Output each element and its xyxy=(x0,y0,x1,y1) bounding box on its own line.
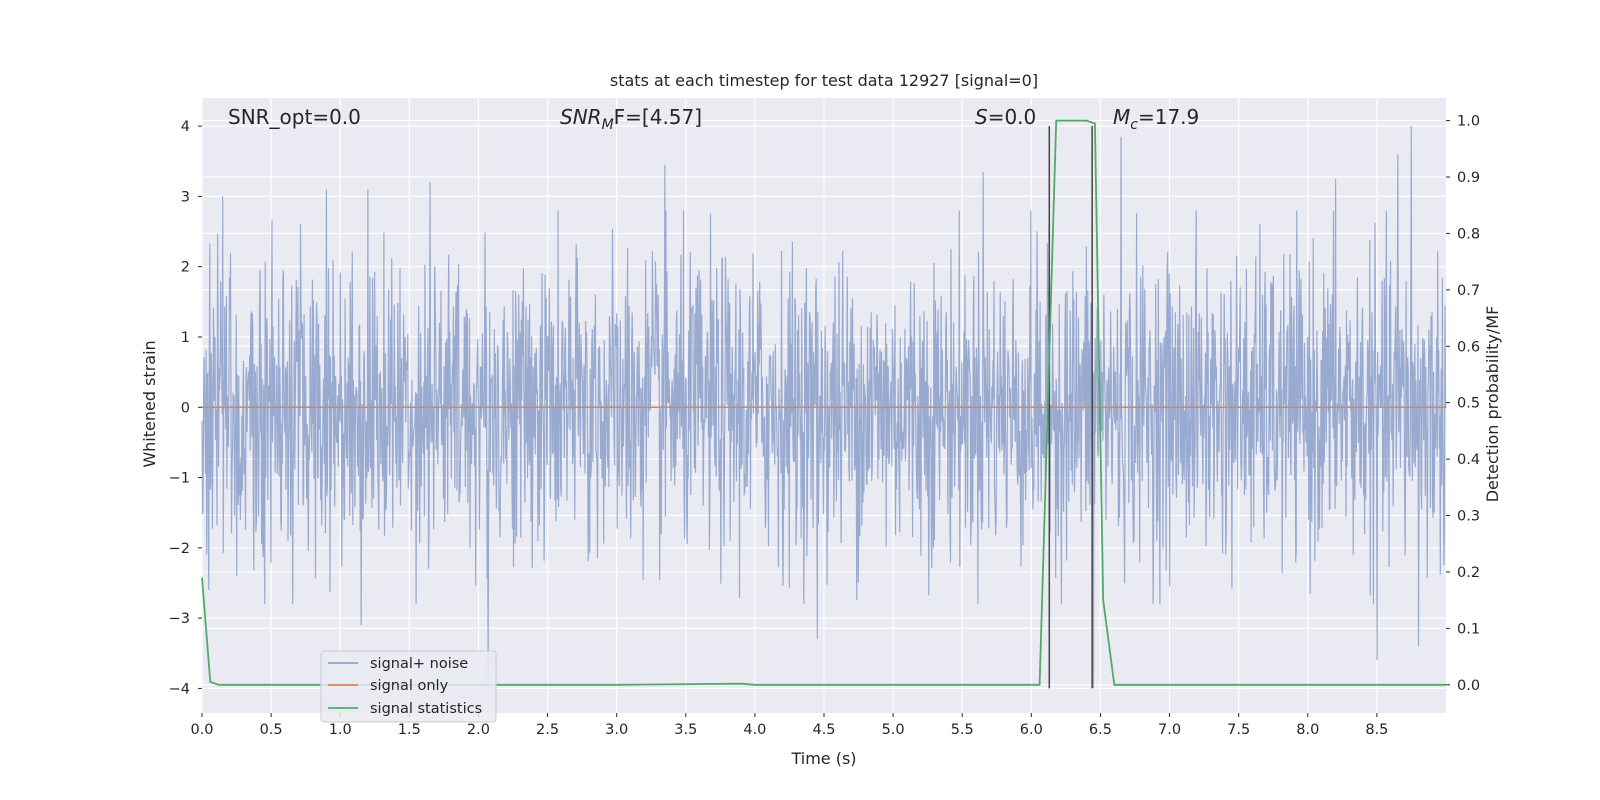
x-tick-label: 1.5 xyxy=(398,722,421,738)
signal-noise-trace xyxy=(201,126,1447,689)
y-tick-label-right: 0.8 xyxy=(1457,226,1480,242)
y-tick-label-right: 0.3 xyxy=(1457,509,1480,525)
legend-box xyxy=(320,650,497,723)
y-tick-label-left: −1 xyxy=(169,471,190,487)
mc-sub: c xyxy=(1130,117,1138,133)
x-tick-label: 7.0 xyxy=(1158,722,1181,738)
snr-mf-tail: F=[4.57] xyxy=(614,105,702,129)
y-tick-label-left: 3 xyxy=(181,189,190,205)
x-axis-label: Time (s) xyxy=(790,749,856,768)
y-tick-label-right: 0.4 xyxy=(1457,452,1480,468)
s-annotation: S=0.0 xyxy=(975,105,1036,129)
mc-annotation: Mc=17.9 xyxy=(1113,105,1199,133)
x-tick-label: 4.5 xyxy=(812,722,835,738)
y-tick-label-left: 1 xyxy=(181,330,190,346)
y-tick-label-right: 1.0 xyxy=(1457,114,1480,130)
x-tick-label: 0.0 xyxy=(190,722,213,738)
right-y-axis-label: Detection probability/MF xyxy=(1483,306,1502,503)
x-tick-label: 1.0 xyxy=(329,722,352,738)
x-tick-label: 5.5 xyxy=(951,722,974,738)
snr-opt-annotation: SNR_opt=0.0 xyxy=(228,105,361,129)
x-tick-label: 8.0 xyxy=(1296,722,1319,738)
mc-value: =17.9 xyxy=(1138,105,1199,129)
y-tick-label-right: 0.0 xyxy=(1457,678,1480,694)
x-tick-label: 7.5 xyxy=(1227,722,1250,738)
vertical-markers xyxy=(1048,126,1093,689)
legend-label-signal-statistics: signal statistics xyxy=(370,701,482,717)
chart-title: stats at each timestep for test data 129… xyxy=(610,71,1038,90)
y-tick-label-right: 0.9 xyxy=(1457,170,1480,186)
s-symbol: S xyxy=(975,105,988,129)
right-y-axis-ticks: 0.0 0.1 0.2 0.3 0.4 0.5 0.6 0.7 0.8 0.9 1.0 xyxy=(1446,114,1480,694)
y-tick-label-left: 2 xyxy=(181,260,190,276)
legend-label-signal-only: signal only xyxy=(370,678,449,694)
x-axis-ticks: 0.0 0.5 1.0 1.5 2.0 2.5 3.0 3.5 4.0 4.5 5.0 5.5 6.0 6… xyxy=(190,713,1388,738)
legend-label-signal-noise: signal+ noise xyxy=(370,656,468,672)
x-tick-label: 0.5 xyxy=(260,722,283,738)
x-tick-label: 8.5 xyxy=(1365,722,1388,738)
x-tick-label: 5.0 xyxy=(882,722,905,738)
x-tick-label: 6.5 xyxy=(1089,722,1112,738)
x-tick-label: 4.0 xyxy=(743,722,766,738)
x-tick-label: 3.0 xyxy=(605,722,628,738)
snr-mf-base: SNR xyxy=(560,105,602,129)
x-tick-label: 2.0 xyxy=(467,722,490,738)
y-tick-label-left: −4 xyxy=(169,681,190,697)
s-value: =0.0 xyxy=(988,105,1037,129)
left-y-axis-ticks: −4 −3 −2 −1 0 1 2 3 4 xyxy=(169,119,202,697)
y-tick-label-right: 0.2 xyxy=(1457,565,1480,581)
snr-mf-annotation: SNRMF=[4.57] xyxy=(560,105,702,133)
y-tick-label-right: 0.1 xyxy=(1457,621,1480,637)
y-tick-label-left: 0 xyxy=(181,400,190,416)
y-tick-label-left: 4 xyxy=(181,119,190,135)
left-y-axis-label: Whitened strain xyxy=(140,340,159,467)
signal-noise-series xyxy=(201,126,1447,689)
y-tick-label-right: 0.7 xyxy=(1457,283,1480,299)
x-tick-label: 6.0 xyxy=(1020,722,1043,738)
legend: signal+ noise signal only signal statist… xyxy=(320,650,497,723)
y-tick-label-left: −3 xyxy=(169,611,190,627)
snr-mf-sub: M xyxy=(602,117,614,133)
x-tick-label: 2.5 xyxy=(536,722,559,738)
mc-symbol: M xyxy=(1113,105,1130,129)
x-tick-label: 3.5 xyxy=(674,722,697,738)
y-tick-label-left: −2 xyxy=(169,541,190,557)
y-tick-label-right: 0.5 xyxy=(1457,396,1480,412)
y-tick-label-right: 0.6 xyxy=(1457,339,1480,355)
